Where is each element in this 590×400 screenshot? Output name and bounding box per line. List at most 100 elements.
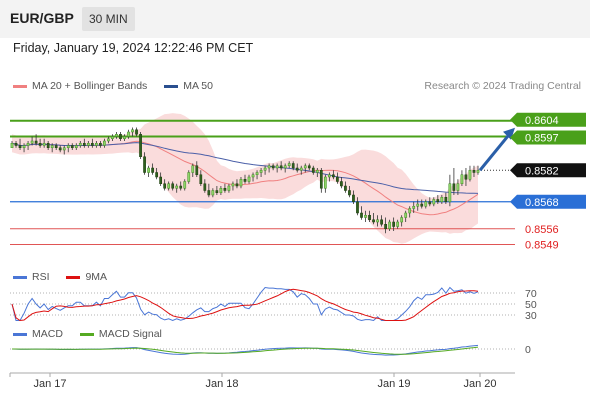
candle-body — [103, 140, 106, 146]
macd-legend: MACD MACD Signal — [13, 328, 176, 340]
candle-body — [239, 179, 243, 187]
candle-body — [307, 165, 311, 169]
price-label-last-price: 0.8582 — [525, 165, 559, 177]
candle-body — [10, 143, 14, 148]
chart-datetime: Friday, January 19, 2024 12:22:46 PM CET — [13, 41, 254, 55]
candle-body — [291, 163, 295, 169]
candle-body — [119, 134, 122, 139]
candle-body — [368, 215, 371, 220]
candle-body — [123, 136, 126, 139]
candle-body — [263, 167, 267, 171]
candle-body — [167, 183, 171, 189]
candle-body — [396, 221, 400, 227]
candle-body — [151, 167, 154, 173]
legend-ma50: MA 50 — [164, 80, 213, 92]
candle-body — [360, 212, 363, 218]
candle-body — [187, 172, 191, 182]
candle-body — [412, 206, 416, 209]
candle-body — [275, 165, 279, 169]
candle-body — [219, 188, 223, 193]
candle-body — [271, 165, 275, 169]
candle-body — [30, 140, 34, 144]
legend-label: RSI — [32, 271, 50, 283]
candle-body — [448, 183, 452, 202]
legend-label: MACD Signal — [98, 328, 162, 340]
candle-body — [404, 212, 408, 218]
price-legend: MA 20 + Bollinger Bands MA 50 — [13, 80, 227, 92]
candle-body — [408, 208, 412, 214]
rsi-tick-label: 50 — [525, 299, 537, 311]
candle-body — [348, 190, 351, 196]
candle-body — [287, 163, 291, 166]
candle-body — [95, 143, 98, 146]
price-label-box — [510, 130, 586, 145]
candle-body — [460, 174, 464, 184]
candle-body — [424, 201, 428, 207]
candle-body — [259, 170, 263, 173]
candle-body — [115, 134, 118, 137]
candle-body — [143, 156, 146, 173]
candle-body — [14, 143, 18, 146]
legend-label: MACD — [32, 328, 63, 340]
candle-body — [344, 185, 347, 191]
candle-body — [464, 174, 468, 180]
macd-signal-line — [12, 346, 479, 355]
legend-macd-signal: MACD Signal — [79, 328, 162, 340]
candle-body — [267, 165, 271, 169]
candle-body — [235, 183, 239, 187]
candle-body — [107, 138, 110, 142]
candle-body — [195, 165, 199, 175]
candle-body — [163, 183, 167, 189]
candle-body — [50, 145, 54, 148]
x-tick-label: Jan 20 — [463, 378, 496, 390]
legend-label: MA 20 + Bollinger Bands — [32, 80, 148, 92]
legend-9ma: 9MA — [66, 271, 107, 283]
candle-body — [86, 143, 90, 146]
instrument-title: EUR/GBP — [10, 10, 74, 26]
candle-body — [22, 145, 26, 148]
candle-body — [420, 203, 424, 207]
candle-body — [279, 165, 283, 169]
candle-body — [456, 183, 460, 191]
price-label-box — [510, 194, 586, 209]
candle-body — [384, 224, 387, 229]
legend-swatch-ma20 — [13, 84, 27, 88]
candle-body — [90, 143, 94, 146]
candle-body — [432, 199, 436, 205]
candle-body — [303, 165, 307, 169]
x-tick-label: Jan 18 — [205, 378, 238, 390]
macd-tick-label: 0 — [525, 344, 531, 356]
candle-body — [199, 174, 203, 184]
candle-body — [183, 181, 187, 189]
timeframe-button[interactable]: 30 MIN — [82, 7, 135, 31]
candle-body — [251, 174, 255, 178]
legend-rsi: RSI — [13, 271, 50, 283]
rsi-tick-label: 70 — [525, 288, 537, 300]
candle-body — [444, 197, 448, 202]
price-label-pivot: 0.8568 — [525, 197, 559, 209]
candle-body — [227, 185, 231, 191]
candle-body — [452, 183, 456, 191]
candle-body — [179, 185, 183, 189]
projection-arrow-shaft — [478, 133, 511, 172]
legend-ma20-bollinger: MA 20 + Bollinger Bands — [13, 80, 147, 92]
candle-body — [34, 140, 38, 144]
rsi-legend: RSI 9MA — [13, 271, 121, 283]
candle-body — [62, 147, 66, 151]
candle-body — [18, 145, 22, 148]
price-label-support: 0.8556 — [525, 224, 559, 236]
x-tick-label: Jan 17 — [33, 378, 66, 390]
candle-body — [328, 174, 331, 178]
candle-body — [468, 170, 472, 180]
candle-body — [46, 143, 50, 148]
candle-body — [428, 201, 432, 205]
legend-swatch-rsi — [13, 275, 27, 279]
candle-body — [127, 131, 130, 137]
price-label-box — [510, 112, 586, 127]
candle-body — [247, 176, 251, 182]
candle-body — [472, 170, 476, 173]
candle-body — [231, 183, 235, 187]
legend-label: MA 50 — [183, 80, 213, 92]
candle-body — [135, 129, 138, 135]
